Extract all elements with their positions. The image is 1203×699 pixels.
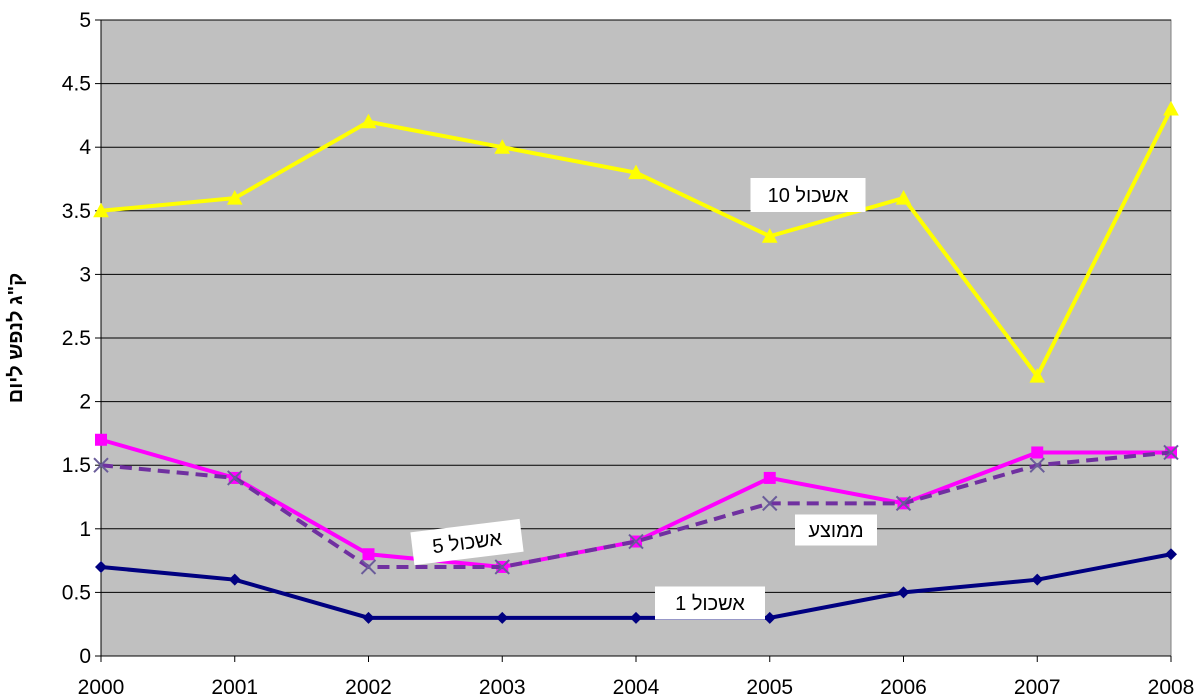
diamond-marker [763, 611, 776, 624]
triangle-marker [1163, 100, 1179, 116]
y-tick-label: 5 [79, 9, 91, 32]
x-marker [1029, 457, 1045, 473]
label-box [410, 518, 524, 566]
triangle-marker [895, 190, 912, 205]
x-marker [762, 495, 778, 512]
diamond-marker [1165, 548, 1177, 561]
label-average: ממוצע [795, 514, 877, 546]
y-tick-label: 1.5 [62, 454, 91, 477]
y-tick-label: 3.5 [62, 200, 91, 223]
label-box [750, 178, 866, 212]
diamond-marker [897, 586, 910, 599]
diamond-marker [362, 611, 375, 624]
series-line-cluster-1 [95, 548, 1177, 624]
triangle-marker [494, 139, 511, 154]
series-line-average [93, 444, 1179, 575]
series-label-text: אשכול 10 [768, 185, 849, 207]
x-marker [227, 470, 243, 486]
x-tick-label: 2008 [1148, 676, 1195, 699]
series-label-text: ממוצע [808, 520, 863, 542]
y-axis-title: ק"ג לנפש ליום [5, 273, 27, 403]
y-tick-label: 3 [79, 263, 91, 286]
square-marker [763, 471, 776, 484]
label-box [795, 514, 877, 546]
series-line-cluster-10 [93, 100, 1179, 383]
x-tick-label: 2001 [211, 676, 258, 699]
y-tick-label: 1 [79, 518, 91, 541]
label-cluster-5: אשכול 5 [410, 518, 524, 566]
x-marker [628, 533, 644, 550]
x-tick-label: 2007 [1014, 676, 1061, 699]
triangle-marker [628, 164, 644, 180]
triangle-marker [226, 190, 243, 205]
x-tick-label: 2002 [345, 676, 392, 699]
diamond-marker [496, 611, 509, 624]
x-tick-label: 2004 [613, 676, 660, 699]
x-tick-label: 2003 [479, 676, 526, 699]
series-label-text: אשכול 1 [675, 593, 745, 615]
y-tick-label: 0.5 [62, 581, 91, 604]
x-marker [494, 559, 510, 575]
y-tick-label: 4.5 [62, 73, 91, 96]
y-tick-label: 0 [79, 645, 91, 668]
x-marker [1163, 444, 1179, 461]
y-tick-label: 2 [79, 391, 91, 414]
x-marker [895, 495, 912, 512]
diamond-marker [1031, 573, 1044, 586]
label-cluster-10: אשכול 10 [750, 178, 866, 212]
triangle-marker [1029, 368, 1046, 383]
label-box [655, 586, 765, 620]
x-tick-label: 2005 [746, 676, 793, 699]
x-marker [360, 559, 377, 575]
y-tick-label: 2.5 [62, 327, 91, 350]
square-marker [362, 548, 375, 561]
triangle-marker [761, 228, 778, 243]
triangle-marker [93, 202, 109, 218]
x-tick-label: 2000 [78, 676, 125, 699]
label-cluster-1: אשכול 1 [655, 586, 765, 620]
diamond-marker [95, 560, 107, 573]
y-tick-label: 4 [79, 136, 91, 159]
x-marker [93, 457, 109, 473]
diamond-marker [228, 573, 241, 586]
square-marker [95, 433, 107, 446]
square-marker [1031, 446, 1044, 459]
diamond-marker [630, 611, 642, 624]
x-tick-label: 2006 [880, 676, 927, 699]
triangle-marker [360, 113, 377, 129]
